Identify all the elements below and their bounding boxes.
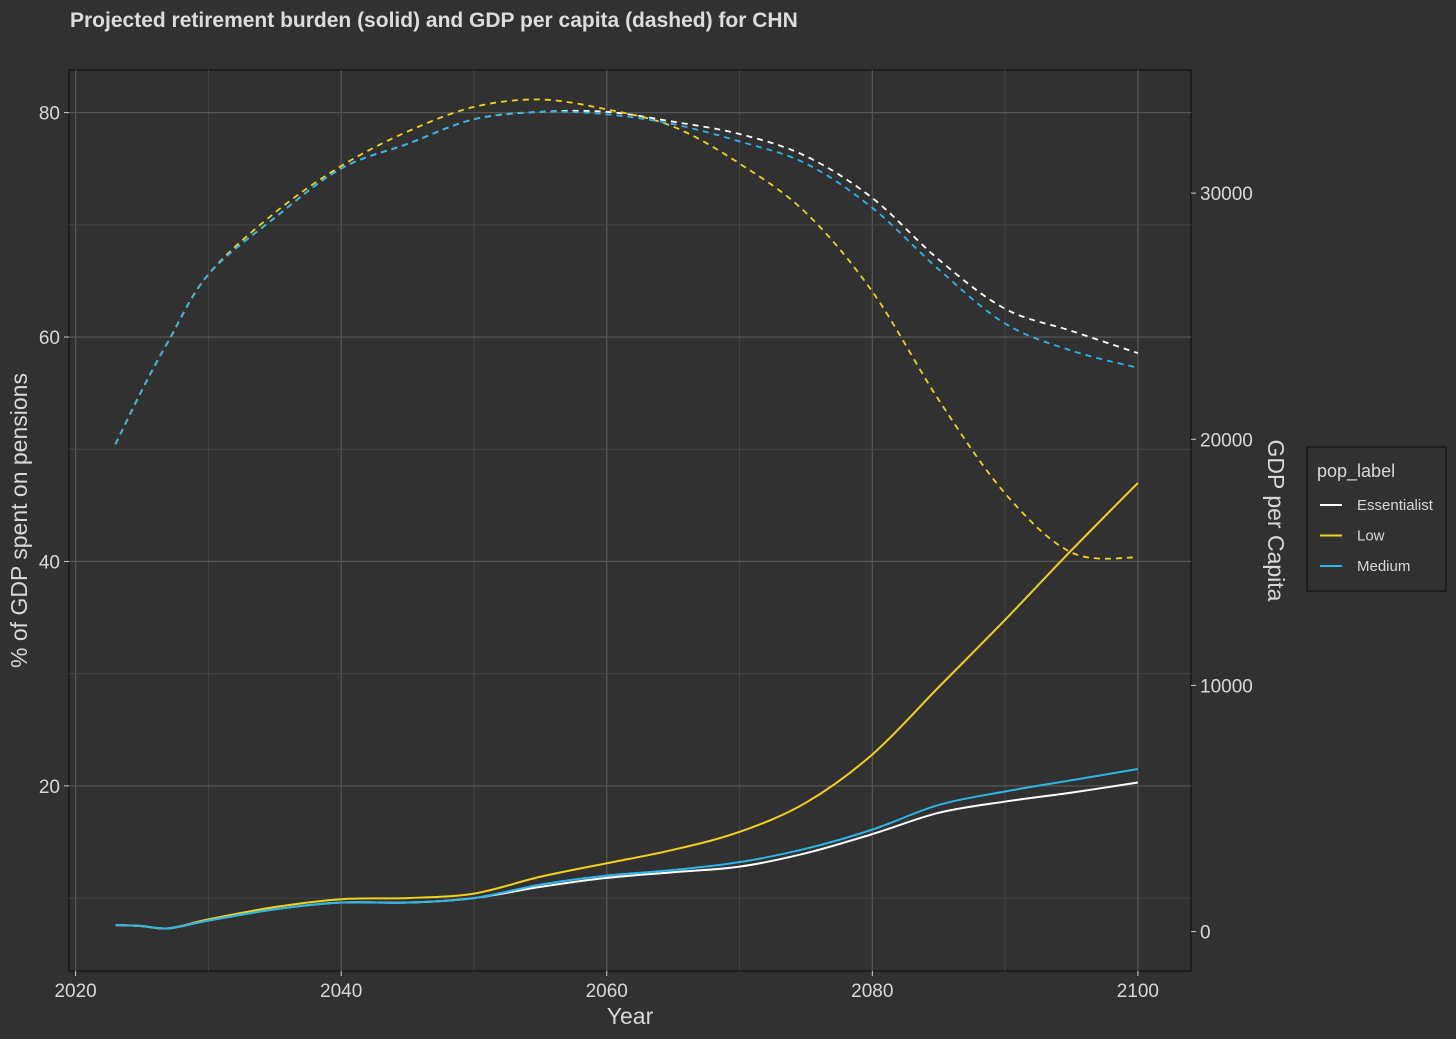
- series-line-essentialist-gdp-per-capita: [114, 109, 1139, 445]
- x-tick-label: 2100: [1117, 981, 1159, 1002]
- x-axis-title: Year: [607, 1003, 654, 1029]
- x-tick-label: 2080: [851, 981, 893, 1002]
- y-axis-left-title: % of GDP spent on pensions: [6, 373, 32, 668]
- y-left-tick-label: 80: [39, 104, 60, 125]
- y-axis-right-title: GDP per Capita: [1263, 440, 1289, 602]
- x-tick-label: 2040: [320, 981, 362, 1002]
- legend: pop_label Essentialist Low Medium: [1306, 446, 1447, 592]
- y-left-tick-label: 40: [39, 552, 60, 573]
- y-right-tick-label: 10000: [1200, 676, 1253, 697]
- chart-title: Projected retirement burden (solid) and …: [70, 9, 798, 32]
- y-axis-right-ticks: 0 10000 20000 30000: [1191, 184, 1253, 944]
- y-right-tick-label: 20000: [1200, 430, 1253, 451]
- y-right-tick-label: 30000: [1200, 184, 1253, 205]
- series-line-low-pension-pct: [115, 482, 1139, 930]
- series-line-medium-pension-pct: [115, 768, 1139, 930]
- y-axis-left-ticks: 20 40 60 80: [39, 104, 69, 798]
- y-right-tick-label: 0: [1200, 923, 1211, 944]
- plot-panel: [68, 69, 1192, 972]
- legend-label-essentialist: Essentialist: [1357, 497, 1434, 514]
- x-tick-label: 2060: [586, 981, 628, 1002]
- x-tick-label: 2020: [54, 981, 96, 1002]
- y-left-tick-label: 60: [39, 328, 60, 349]
- legend-label-low: Low: [1357, 528, 1385, 545]
- series-lines: [114, 98, 1139, 930]
- x-axis-ticks: 2020 2040 2060 2080 2100: [54, 971, 1159, 1002]
- legend-label-medium: Medium: [1357, 558, 1410, 575]
- legend-title: pop_label: [1317, 461, 1395, 482]
- series-line-medium-gdp-per-capita: [114, 110, 1139, 445]
- y-left-tick-label: 20: [39, 777, 60, 798]
- gridlines: [69, 70, 1191, 971]
